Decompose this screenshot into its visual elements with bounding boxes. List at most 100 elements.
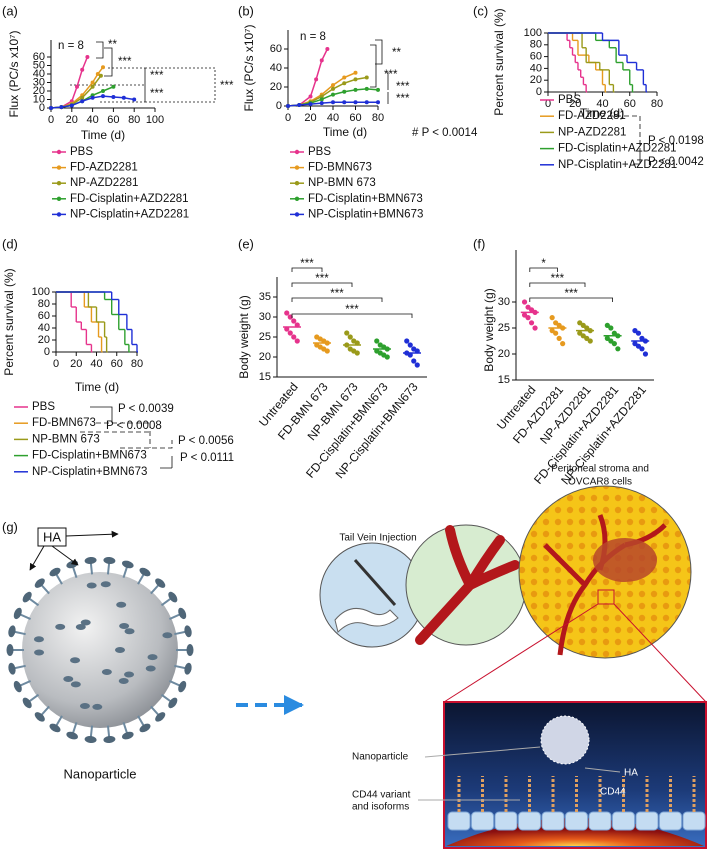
y-tick-label: 40 [38,322,50,334]
point [308,102,313,107]
ha-label: HA [43,529,61,544]
bracket [375,39,383,65]
legend-label: FD-AZD2281 [558,110,626,122]
vessel [415,525,520,645]
bracket [70,67,145,103]
bracket [160,456,173,469]
y-tick-label: 0 [44,346,50,358]
legend-label: FD-Cisplatin+AZD2281 [70,193,189,205]
spike-tip [139,723,151,733]
surface-spike [119,623,130,630]
pointer [584,767,621,773]
bracket [291,313,413,318]
panel-label: (d) [2,236,18,251]
annotation: P < 0.0039 [118,403,174,415]
cell [612,811,635,831]
point [521,299,528,305]
y-axis-label: Flux (PC/s x10⁷) [7,30,21,117]
x-tick-label: 40 [596,98,608,110]
bracket [529,282,586,287]
bracket [291,267,323,272]
point [291,334,297,340]
annotation: *** [150,70,164,82]
x-tick-label: 40 [90,358,102,370]
y-axis-label: Body weight (g) [482,288,496,371]
legend-marker [56,149,62,155]
point [80,95,85,100]
cell [541,811,565,831]
annotation: n = 8 [58,40,84,52]
y-tick-label: 30 [259,311,271,323]
point [376,87,380,92]
tumor-vessel [543,514,667,656]
point [95,72,100,76]
cell [565,811,588,831]
point [101,89,105,93]
annotation: *** [220,80,234,92]
point [85,55,90,59]
annotation: *** [315,273,329,285]
annotation: # P < 0.0014 [412,127,478,139]
inset-label: CD44 [600,787,626,798]
x-tick-label: 60 [107,114,119,126]
spike-tip [178,680,187,693]
spike-tip [49,567,61,577]
bracket [529,267,558,272]
legend-marker [294,149,300,155]
point [384,354,390,360]
surface-spike [92,703,103,710]
y-tick-label: 80 [38,298,50,310]
legend-marker [56,212,62,217]
annotation: *** [300,258,314,270]
y-tick-label: 30 [33,76,45,88]
mouse [334,607,399,633]
point [353,100,358,105]
point [404,338,410,344]
point [80,67,85,72]
x-tick-label: 0 [545,98,551,110]
y-tick-label: 100 [32,286,50,298]
x-axis-label: Time (d) [81,128,125,142]
point [635,330,642,336]
y-tick-label: 60 [38,310,50,322]
spike-tip [184,625,192,638]
legend-marker [294,165,300,170]
y-tick-label: 60 [530,51,542,63]
x-tick-label: 80 [372,112,384,124]
legend-label: PBS [70,146,93,158]
x-tick-label: 80 [651,98,663,110]
x-tick-label: 20 [569,98,581,110]
point [532,325,538,331]
y-tick-label: 20 [259,351,271,363]
legend-label: NP-Cisplatin+AZD2281 [70,208,189,220]
zoom-line [443,603,599,703]
surface-spike [70,681,81,688]
surface-spike [63,676,74,683]
bracket [291,297,383,302]
surface-spike [147,654,158,661]
point [353,87,358,92]
surface-spike [80,619,91,626]
point [342,81,347,86]
spike-tip [84,556,97,565]
spike-tip [103,556,116,565]
x-axis-label: Time (d) [580,106,624,120]
spike-tip [178,607,187,620]
surface-spike [55,623,66,630]
y-tick-label: 20 [498,348,510,360]
point [342,75,347,80]
cell-row [447,776,706,831]
point [587,338,593,344]
point [642,351,649,357]
point [121,95,126,100]
cell [447,811,471,831]
point [286,104,290,108]
point [291,318,297,324]
spike-tip [84,735,97,744]
